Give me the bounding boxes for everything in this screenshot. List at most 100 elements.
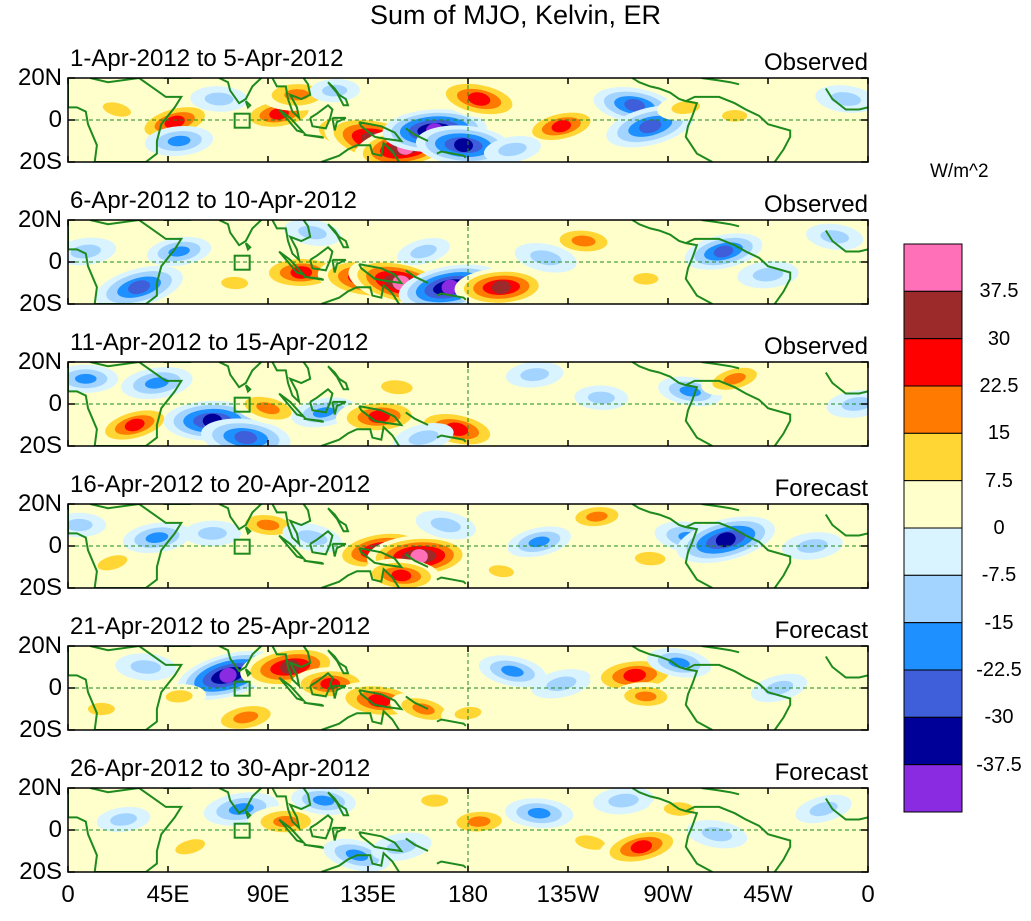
contour-level xyxy=(587,391,615,404)
coastline xyxy=(271,362,312,405)
coastline xyxy=(436,718,467,727)
y-tick-label: 20N xyxy=(17,632,62,659)
anomaly-blob xyxy=(441,700,495,726)
x-tick-label: 135W xyxy=(536,881,600,908)
contour-level xyxy=(623,668,646,682)
coastline xyxy=(218,220,262,247)
map-panel-1 xyxy=(68,78,868,162)
anomaly-blob xyxy=(750,673,808,703)
contour-level xyxy=(74,373,97,384)
anomaly-blob xyxy=(183,520,242,547)
contour-level xyxy=(219,667,237,683)
coastline xyxy=(309,529,334,556)
x-tick-label: 45W xyxy=(743,881,793,908)
chart-title: Sum of MJO, Kelvin, ER xyxy=(369,0,662,30)
coastline xyxy=(685,379,792,446)
x-tick-label: 0 xyxy=(61,881,75,908)
contour-level xyxy=(571,235,596,247)
y-tick-label: 0 xyxy=(48,248,62,275)
panel-type-label: Observed xyxy=(763,49,868,76)
coastline xyxy=(358,689,404,711)
anomaly-blob xyxy=(657,94,715,121)
y-tick-label: 20N xyxy=(17,64,62,91)
y-tick-label: 0 xyxy=(48,106,62,133)
contour-level xyxy=(234,431,258,445)
contour-level xyxy=(164,115,185,129)
coastline xyxy=(309,245,334,272)
colorbar-swatch xyxy=(903,764,963,813)
contour-level xyxy=(168,246,190,257)
contour-level xyxy=(256,402,280,415)
contour-level xyxy=(68,518,93,532)
coastline xyxy=(320,425,400,446)
anomaly-blob xyxy=(365,373,429,402)
region-box xyxy=(233,538,251,555)
anomaly-blob xyxy=(96,806,151,833)
anomaly-blob xyxy=(208,700,284,730)
coastline xyxy=(271,788,312,831)
anomaly-blob xyxy=(160,831,220,863)
contour-level xyxy=(175,839,206,855)
anomaly-blob xyxy=(737,260,799,289)
coastline xyxy=(244,526,252,536)
contour-level xyxy=(841,397,868,411)
coastline xyxy=(320,851,400,872)
anomaly-blob xyxy=(564,504,630,531)
coastline xyxy=(405,695,429,710)
x-tick-label: 135E xyxy=(339,881,397,908)
coastline xyxy=(701,788,740,796)
anomaly-blob xyxy=(152,684,207,709)
coastline xyxy=(327,223,350,249)
contour-level xyxy=(624,99,645,112)
colorbar-label: 0 xyxy=(993,517,1005,539)
coastline xyxy=(303,417,325,423)
contour-level xyxy=(87,702,115,716)
anomaly-blob xyxy=(282,522,343,553)
contour-level xyxy=(715,532,736,548)
anomaly-blob xyxy=(434,78,524,120)
anomaly-blob xyxy=(505,362,564,388)
contour-level xyxy=(312,795,335,806)
coastline xyxy=(701,362,740,370)
coastline xyxy=(278,676,307,703)
y-tick-label: 0 xyxy=(48,532,62,559)
coastline xyxy=(218,362,262,389)
coastline xyxy=(436,434,467,443)
coastline xyxy=(271,504,312,547)
contour-level xyxy=(488,565,514,578)
contour-level xyxy=(144,377,169,389)
coastline xyxy=(244,242,252,252)
colorbar-swatch xyxy=(903,243,963,292)
coastline xyxy=(358,263,404,285)
map-panel-5 xyxy=(68,646,868,730)
coastline xyxy=(218,788,262,815)
anomaly-blob xyxy=(95,265,183,304)
y-tick-label: 0 xyxy=(48,674,62,701)
contour-level xyxy=(634,691,657,702)
y-tick-label: 20N xyxy=(17,348,62,375)
contour-level xyxy=(575,835,606,850)
colorbar-label: 37.5 xyxy=(979,280,1019,303)
contour-level xyxy=(634,551,666,566)
contour-level xyxy=(551,120,572,133)
anomaly-blob xyxy=(619,545,681,573)
anomaly-blob xyxy=(701,362,769,396)
colorbar-swatch xyxy=(903,432,963,482)
x-tick-label: 180 xyxy=(447,881,489,908)
anomaly-blob xyxy=(415,510,476,540)
coastline xyxy=(303,559,325,565)
coastline xyxy=(218,78,262,105)
panel-title: 16-Apr-2012 to 20-Apr-2012 xyxy=(70,471,371,498)
coastline xyxy=(244,100,252,110)
contour-level xyxy=(668,657,690,668)
contour-level xyxy=(491,280,511,294)
contour-level xyxy=(198,526,227,540)
contour-level xyxy=(298,225,327,240)
y-tick-label: 0 xyxy=(48,390,62,417)
colorbar-label: -30 xyxy=(984,706,1014,729)
colorbar-swatch xyxy=(903,622,963,671)
coastline xyxy=(685,805,792,872)
anomaly-blob xyxy=(531,669,592,699)
contour-level xyxy=(221,276,249,290)
coastline xyxy=(436,576,467,585)
